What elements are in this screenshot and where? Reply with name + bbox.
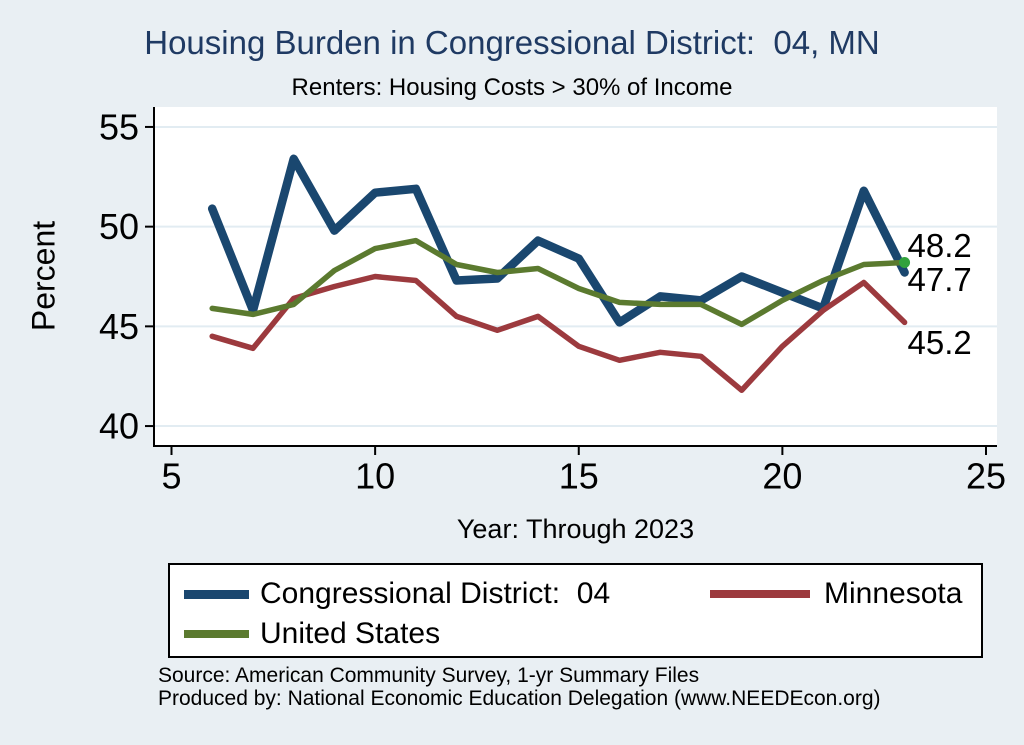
legend-label-congressional-district-04: Congressional District: 04	[260, 577, 611, 610]
series-end-label-1: 45.2	[908, 324, 972, 361]
x-axis-title: Year: Through 2023	[456, 514, 695, 544]
legend-swatch-minnesota	[710, 590, 810, 598]
legend-item-minnesota: Minnesota	[710, 577, 962, 611]
series-end-label-0: 47.7	[908, 261, 972, 298]
y-tick-label-50: 50	[99, 206, 139, 247]
x-tick-label-10: 10	[355, 455, 395, 496]
legend-label-minnesota: Minnesota	[824, 577, 963, 610]
legend-swatch-united-states	[184, 630, 249, 638]
series-end-dot-2	[899, 257, 911, 269]
legend-swatch-congressional-district-04	[184, 589, 249, 599]
source-note: Source: American Community Survey, 1-yr …	[158, 664, 881, 710]
source-line-1: Source: American Community Survey, 1-yr …	[158, 664, 700, 687]
y-tick-label-40: 40	[99, 406, 139, 447]
series-line-1	[209, 273, 908, 393]
x-tick-label-20: 20	[762, 455, 802, 496]
source-line-2: Produced by: National Economic Education…	[158, 687, 881, 710]
y-axis-title: Percent	[25, 220, 62, 332]
legend-item-united-states: United States	[184, 617, 440, 651]
y-tick-label-45: 45	[99, 306, 139, 347]
chart-subtitle: Renters: Housing Costs > 30% of Income	[291, 74, 733, 101]
x-tick-label-15: 15	[559, 455, 599, 496]
chart-title: Housing Burden in Congressional District…	[144, 24, 880, 61]
legend: Congressional District: 04 Minnesota Uni…	[168, 563, 983, 658]
series-end-label-2: 48.2	[908, 227, 972, 264]
y-tick-label-55: 55	[99, 106, 139, 147]
x-tick-label-5: 5	[161, 455, 181, 496]
series-line-2	[209, 237, 908, 328]
plot-background	[154, 107, 997, 446]
legend-label-united-states: United States	[260, 617, 441, 650]
x-tick-label-25: 25	[966, 455, 1006, 496]
legend-item-congressional-district-04: Congressional District: 04	[184, 577, 610, 611]
